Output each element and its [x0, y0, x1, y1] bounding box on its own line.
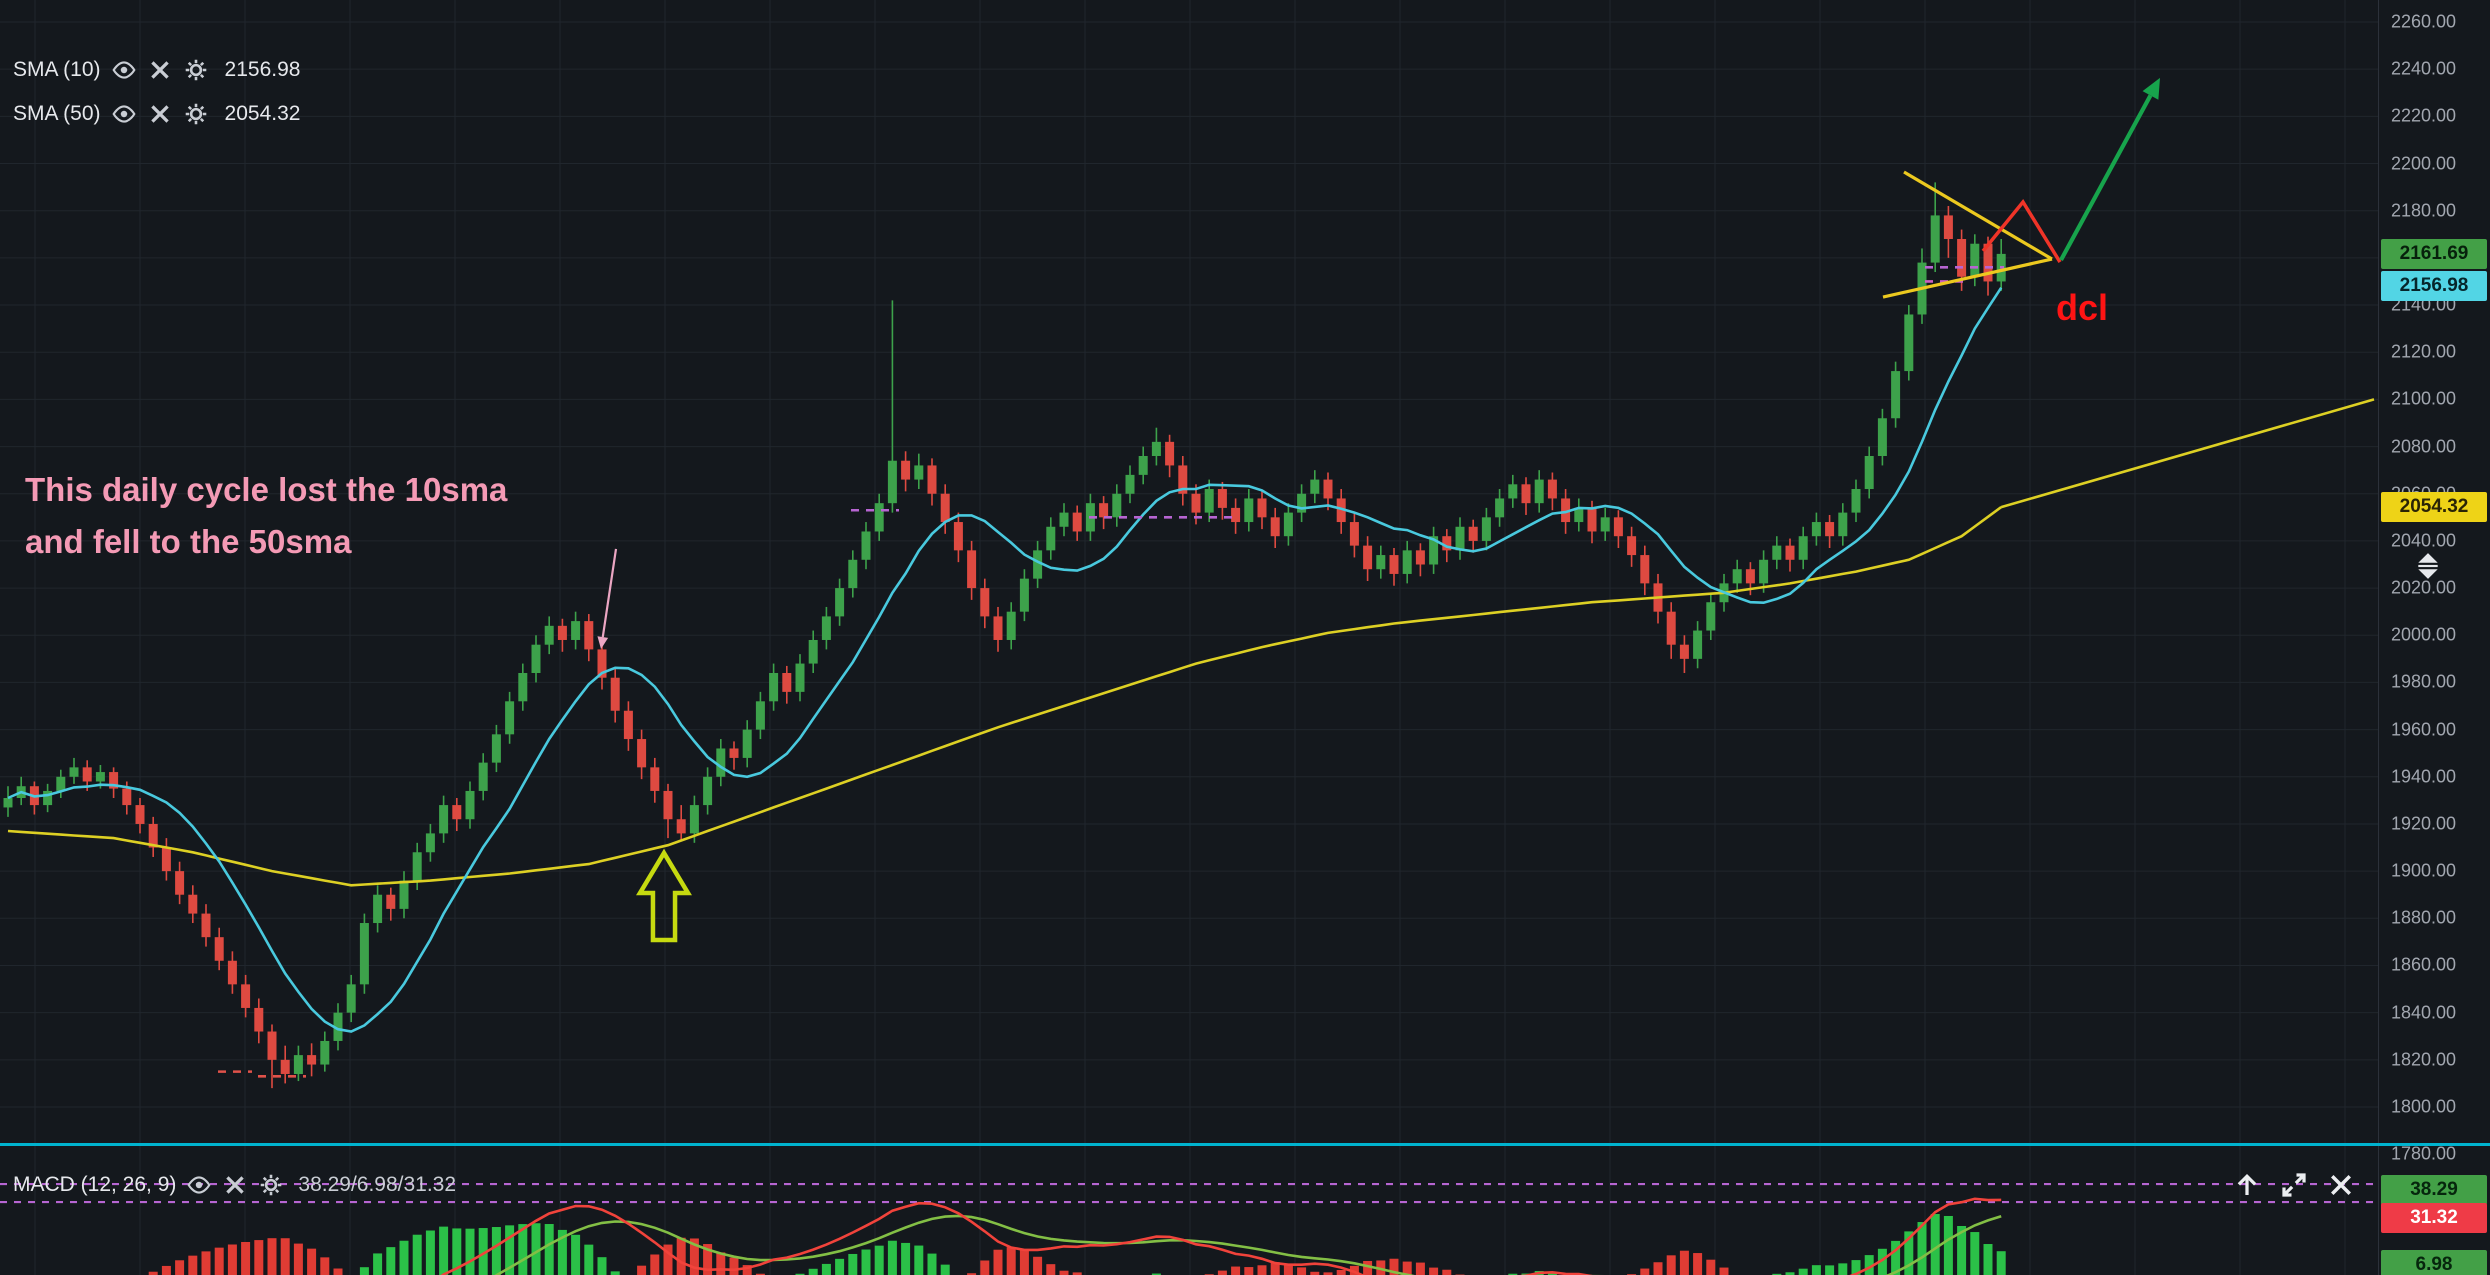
price-tick: 2100.00: [2391, 388, 2457, 409]
price-scale-adjust-icon[interactable]: [2415, 552, 2441, 580]
price-badge-sma50: 2054.32: [2381, 492, 2487, 523]
price-tick: 2240.00: [2391, 58, 2457, 79]
price-tick: 2200.00: [2391, 153, 2457, 174]
price-tick: 1980.00: [2391, 671, 2457, 692]
price-tick: 2080.00: [2391, 436, 2457, 457]
gear-icon[interactable]: [258, 1172, 284, 1198]
sma50-label: SMA (50): [13, 102, 101, 125]
close-icon[interactable]: [222, 1172, 248, 1198]
macd-label: MACD (12, 26, 9): [13, 1173, 177, 1196]
user-drawings[interactable]: [597, 77, 2160, 943]
maximize-pane-icon[interactable]: [2279, 1170, 2309, 1200]
price-tick: 2260.00: [2391, 11, 2457, 32]
price-tick: 1960.00: [2391, 719, 2457, 740]
price-tick: 1800.00: [2391, 1096, 2457, 1117]
price-axis[interactable]: 2260.002240.002220.002200.002180.002160.…: [2378, 0, 2490, 1275]
dcl-label[interactable]: dcl: [2056, 287, 2109, 329]
annotation-line-1: This daily cycle lost the 10sma: [25, 471, 508, 508]
sma50-value: 2054.32: [224, 102, 301, 125]
macd-badge-2: 6.98: [2381, 1250, 2487, 1275]
macd-badge-0: 38.29: [2381, 1175, 2487, 1206]
sma50-line: [7, 398, 2375, 887]
sma10-label: SMA (10): [13, 58, 101, 81]
gridlines: [0, 0, 2378, 1275]
price-tick: 1900.00: [2391, 860, 2457, 881]
macd-badge-1: 31.32: [2381, 1203, 2487, 1234]
price-tick: 1880.00: [2391, 907, 2457, 928]
price-badge-sma10: 2156.98: [2381, 270, 2487, 301]
eye-icon[interactable]: [186, 1172, 212, 1198]
price-tick: 2040.00: [2391, 530, 2457, 551]
macd-pane-controls: [2232, 1170, 2356, 1200]
annotation-line-2: and fell to the 50sma: [25, 523, 352, 560]
price-tick: 2000.00: [2391, 624, 2457, 645]
pane-separator[interactable]: [0, 1143, 2490, 1146]
price-tick: 1920.00: [2391, 813, 2457, 834]
price-tick: 2220.00: [2391, 105, 2457, 126]
price-tick: 1940.00: [2391, 766, 2457, 787]
price-tick: 2120.00: [2391, 341, 2457, 362]
price-tick: 1840.00: [2391, 1002, 2457, 1023]
chart-text-annotation[interactable]: This daily cycle lost the 10sma and fell…: [25, 464, 507, 568]
close-pane-icon[interactable]: [2326, 1170, 2356, 1200]
price-tick: 2020.00: [2391, 577, 2457, 598]
sma10-value: 2156.98: [224, 58, 301, 81]
sma10-line: [7, 286, 2003, 1033]
macd-values: 38.29/6.98/31.32: [298, 1173, 457, 1196]
price-tick: 1860.00: [2391, 954, 2457, 975]
gear-icon[interactable]: [183, 57, 209, 83]
eye-icon[interactable]: [111, 57, 137, 83]
dashed-level-marks: [218, 266, 2004, 1078]
indicator-legend-sma50: SMA (50) 2054.32: [13, 99, 300, 129]
close-icon[interactable]: [147, 57, 173, 83]
price-badge-last: 2161.69: [2381, 238, 2487, 269]
gear-icon[interactable]: [183, 101, 209, 127]
indicator-legend-macd: MACD (12, 26, 9) 38.29/6.98/31.32: [13, 1170, 456, 1200]
move-pane-up-icon[interactable]: [2232, 1170, 2262, 1200]
macd-pane: [0, 1182, 2378, 1275]
close-icon[interactable]: [147, 101, 173, 127]
eye-icon[interactable]: [111, 101, 137, 127]
indicator-legend-sma10: SMA (10) 2156.98: [13, 55, 300, 85]
price-tick: 1820.00: [2391, 1049, 2457, 1070]
price-tick: 1780.00: [2391, 1143, 2457, 1164]
price-tick: 2180.00: [2391, 200, 2457, 221]
